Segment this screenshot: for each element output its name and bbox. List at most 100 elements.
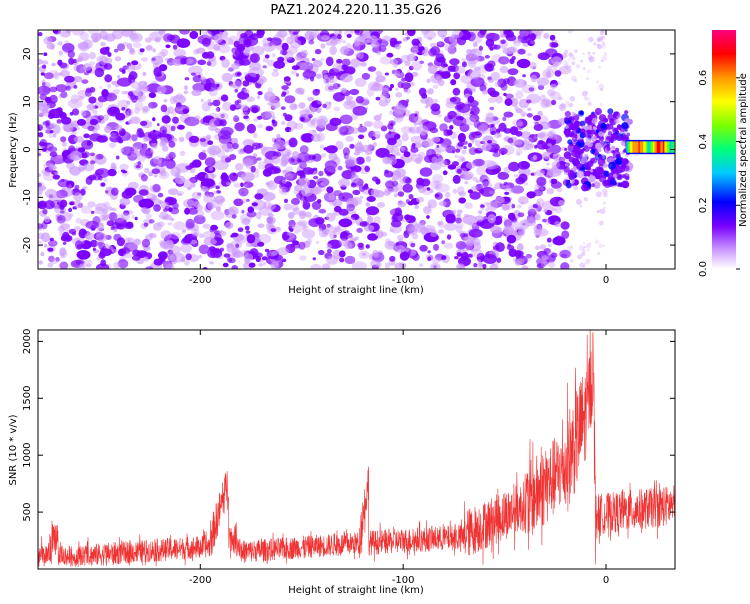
spectrogram-cell xyxy=(157,51,166,59)
spectrogram-cell xyxy=(73,192,83,202)
spectrogram-cell xyxy=(344,255,356,265)
spectrogram-cell xyxy=(430,262,441,269)
spectrogram-cell xyxy=(423,46,429,52)
spectrogram-cell xyxy=(174,175,186,185)
spectrogram-cell xyxy=(552,153,558,157)
spectrogram-band-cell xyxy=(651,141,654,153)
spectrogram-cell xyxy=(607,131,613,136)
spectrogram-cell xyxy=(61,141,67,147)
spectrogram-cell xyxy=(221,172,228,181)
spectrogram-cell xyxy=(135,164,141,169)
spectrogram-cell xyxy=(530,74,538,83)
spectrogram-cell xyxy=(281,85,289,91)
spectrogram-cell xyxy=(600,30,605,33)
spectrogram-cell xyxy=(215,150,226,158)
spectrogram-cell xyxy=(405,177,412,184)
spectrogram-cell xyxy=(500,39,506,45)
spectrogram-cell xyxy=(404,60,411,66)
spectrogram-cell xyxy=(457,186,465,196)
spectrogram-cell xyxy=(340,87,347,93)
spectrogram-band-cell xyxy=(650,141,653,153)
spectrogram-cell xyxy=(88,51,96,60)
spectrogram-cell xyxy=(304,106,316,116)
spectrogram-cell xyxy=(484,55,490,59)
spectrogram-cell xyxy=(517,212,525,218)
spectrogram-cell xyxy=(481,143,492,152)
spectrogram-cell xyxy=(497,171,510,180)
spectrogram-cell xyxy=(191,89,202,97)
spectrogram-cell xyxy=(602,244,605,247)
spectrogram-cell xyxy=(85,235,90,240)
spectrogram-band-cell xyxy=(634,141,637,153)
spectrogram-cell xyxy=(103,62,108,69)
spectrogram-cell xyxy=(526,53,532,57)
spectrogram-cell xyxy=(570,179,575,184)
spectrogram-cell xyxy=(377,202,386,208)
spectrogram-cell xyxy=(587,101,592,106)
spectrogram-cell xyxy=(263,262,266,266)
spectrogram-cell xyxy=(564,49,569,55)
spectrogram-cell xyxy=(516,152,521,156)
spectrogram-cell xyxy=(47,247,54,252)
spectrogram-cell xyxy=(400,54,411,63)
spectrogram-cell xyxy=(533,135,538,140)
spectrogram-cell xyxy=(257,95,261,100)
spectrogram-cell xyxy=(179,150,186,156)
spectrogram-cell xyxy=(469,191,481,200)
spectrogram-cell xyxy=(606,146,611,151)
spectrogram-cell xyxy=(296,152,311,163)
spectrogram-cell xyxy=(222,262,229,268)
spectrogram-cell xyxy=(333,190,342,197)
spectrogram-cell xyxy=(499,66,509,74)
spectrogram-cell xyxy=(266,37,273,42)
spectrogram-cell xyxy=(547,243,552,247)
spectrogram-cell xyxy=(143,256,149,260)
spectrogram-cell xyxy=(207,202,215,210)
spectrogram-cell xyxy=(65,85,71,91)
spectrogram-cell xyxy=(519,30,529,38)
spectrogram-cell xyxy=(339,73,353,83)
spectrogram-cell xyxy=(54,171,59,175)
spectrogram-cell xyxy=(586,181,591,186)
spectrogram-cell xyxy=(204,157,216,167)
spectrogram-cell xyxy=(558,156,566,162)
spectrogram-cell xyxy=(567,170,576,179)
spectrogram-cell xyxy=(300,117,305,122)
spectrogram-cell xyxy=(454,256,459,260)
spectrogram-cell xyxy=(529,61,537,70)
spectrogram-cell xyxy=(99,56,107,66)
spectrogram-cell xyxy=(419,60,425,64)
spectrogram-cell xyxy=(171,58,178,66)
spectrogram-cell xyxy=(380,125,388,132)
spectrogram-cell xyxy=(443,242,454,249)
spectrogram-cell xyxy=(127,238,131,243)
spectrogram-cell xyxy=(197,59,207,66)
spectrogram-cell xyxy=(329,45,338,56)
spectrogram-cell xyxy=(85,220,99,230)
spectrogram-cell xyxy=(536,132,546,139)
spectrogram-cell xyxy=(262,57,269,63)
spectrogram-cell xyxy=(349,88,360,96)
spectrogram-cell xyxy=(471,48,477,54)
spectrogram-cell xyxy=(389,228,395,233)
spectrogram-band-cell xyxy=(654,141,656,153)
spectrogram-cell xyxy=(168,62,173,66)
spectrogram-cell xyxy=(268,250,277,257)
spectrogram-cell xyxy=(573,145,580,152)
spectrogram-cell xyxy=(302,225,309,231)
spectrogram-cell xyxy=(498,56,510,65)
spectrogram-cell xyxy=(418,186,426,194)
spectrogram-cell xyxy=(503,111,514,118)
spectrogram-cell xyxy=(83,259,93,267)
spectrogram-cell xyxy=(603,163,608,168)
spectrogram-cell xyxy=(142,106,151,112)
spectrogram-cell xyxy=(567,30,573,34)
spectrogram-cell xyxy=(141,238,151,248)
spectrogram-cell xyxy=(510,97,519,107)
spectrogram-cell xyxy=(283,76,291,82)
spectrogram-cell xyxy=(198,244,210,255)
spectrogram-cell xyxy=(418,263,424,268)
spectrogram-cell xyxy=(545,144,562,155)
spectrogram-cell xyxy=(469,111,475,115)
